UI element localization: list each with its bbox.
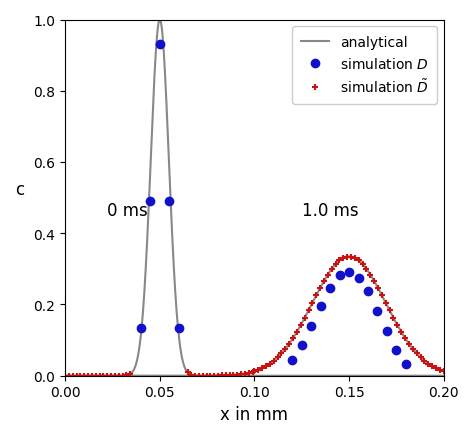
analytical	[62, 373, 68, 378]
analytical	[128, 371, 134, 376]
analytical	[224, 373, 230, 378]
analytical	[106, 373, 111, 378]
simulation $\tilde{D}$	[116, 373, 121, 378]
simulation $\tilde{D}$	[211, 373, 217, 378]
simulation $\tilde{D}$	[100, 373, 106, 378]
simulation $D$	[166, 199, 172, 205]
Y-axis label: c: c	[15, 180, 24, 198]
Line: simulation $\tilde{D}$: simulation $\tilde{D}$	[62, 368, 256, 379]
simulation $\tilde{D}$	[78, 373, 83, 378]
simulation $\tilde{D}$	[238, 371, 244, 377]
simulation $\tilde{D}$	[70, 373, 76, 378]
analytical	[157, 18, 163, 23]
X-axis label: x in mm: x in mm	[220, 405, 289, 423]
simulation $\tilde{D}$	[104, 373, 110, 378]
simulation $\tilde{D}$	[223, 373, 228, 378]
simulation $\tilde{D}$	[230, 372, 236, 378]
simulation $\tilde{D}$	[200, 373, 206, 378]
simulation $\tilde{D}$	[204, 373, 210, 378]
simulation $\tilde{D}$	[185, 370, 191, 375]
analytical	[208, 373, 213, 378]
simulation $D$	[157, 42, 163, 48]
simulation $\tilde{D}$	[112, 373, 118, 378]
simulation $D$	[147, 199, 153, 205]
simulation $\tilde{D}$	[246, 370, 252, 375]
Legend: analytical, simulation $D$, simulation $\tilde{D}$: analytical, simulation $D$, simulation $…	[292, 28, 437, 104]
simulation $\tilde{D}$	[192, 373, 198, 378]
simulation $\tilde{D}$	[234, 372, 240, 377]
analytical	[441, 373, 447, 378]
Line: analytical: analytical	[65, 21, 444, 376]
simulation $\tilde{D}$	[250, 369, 255, 374]
Line: simulation $D$: simulation $D$	[137, 41, 183, 332]
simulation $\tilde{D}$	[93, 373, 99, 378]
simulation $\tilde{D}$	[219, 373, 225, 378]
analytical	[393, 373, 399, 378]
simulation $\tilde{D}$	[85, 373, 91, 378]
simulation $\tilde{D}$	[128, 371, 133, 377]
simulation $D$	[138, 325, 144, 331]
simulation $\tilde{D}$	[119, 373, 125, 378]
simulation $\tilde{D}$	[242, 371, 248, 376]
simulation $\tilde{D}$	[227, 373, 232, 378]
simulation $\tilde{D}$	[66, 373, 72, 378]
simulation $\tilde{D}$	[208, 373, 213, 378]
Text: 1.0 ms: 1.0 ms	[302, 202, 358, 220]
simulation $\tilde{D}$	[215, 373, 221, 378]
simulation $\tilde{D}$	[196, 373, 202, 378]
simulation $D$	[176, 325, 182, 331]
simulation $\tilde{D}$	[74, 373, 80, 378]
simulation $\tilde{D}$	[124, 373, 129, 378]
simulation $\tilde{D}$	[189, 372, 194, 378]
analytical	[434, 373, 439, 378]
simulation $\tilde{D}$	[108, 373, 114, 378]
Text: 0 ms: 0 ms	[107, 202, 147, 220]
simulation $\tilde{D}$	[89, 373, 95, 378]
simulation $\tilde{D}$	[97, 373, 102, 378]
simulation $\tilde{D}$	[62, 373, 68, 378]
simulation $\tilde{D}$	[82, 373, 87, 378]
